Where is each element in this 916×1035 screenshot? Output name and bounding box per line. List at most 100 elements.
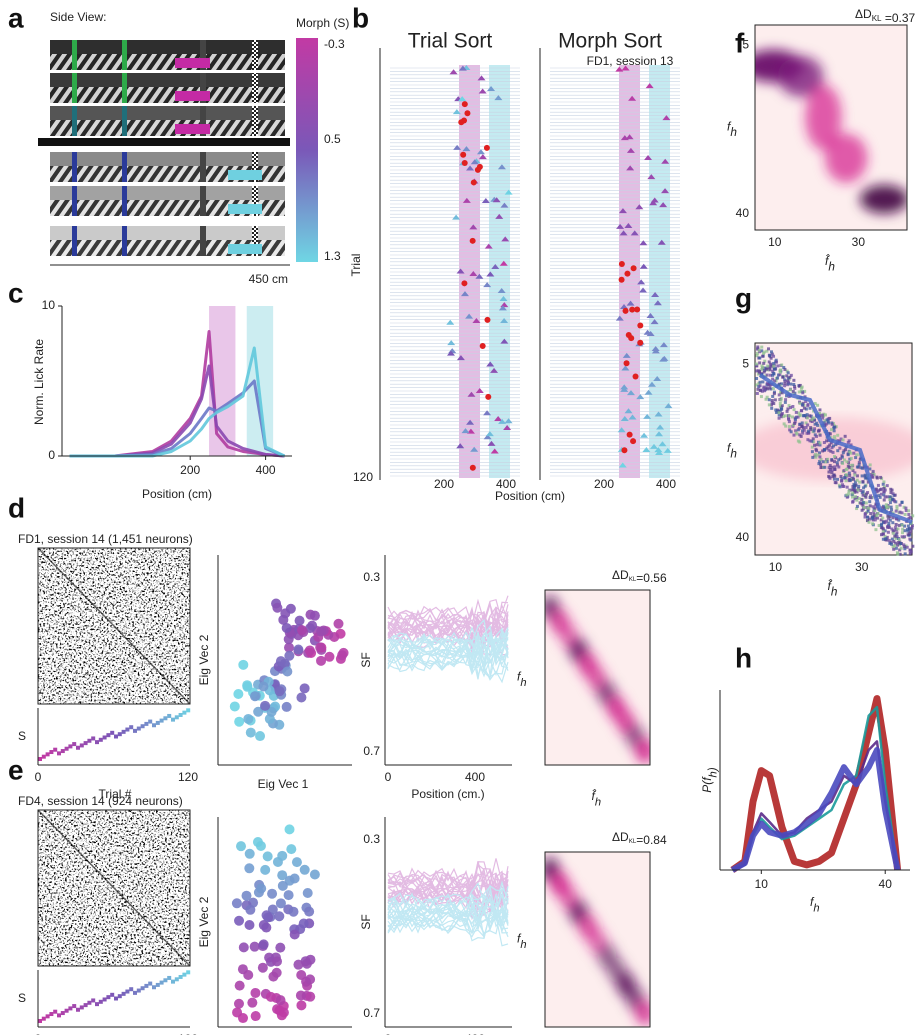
subscript: h — [730, 126, 737, 139]
embedding-point — [247, 997, 258, 1008]
lick-bump — [470, 159, 479, 165]
decode-point — [772, 354, 776, 358]
decode-point — [859, 466, 863, 470]
decode-point — [857, 463, 861, 467]
sf-trace — [387, 873, 509, 909]
decode-point — [802, 428, 806, 432]
lick-bump — [446, 319, 455, 325]
embedding-point — [299, 864, 310, 875]
lick-bump — [615, 66, 624, 72]
decode-point — [826, 445, 830, 449]
decode-point — [841, 438, 845, 442]
embedding-point — [260, 700, 271, 711]
lick-bump — [661, 158, 670, 164]
decode-point — [787, 416, 791, 420]
embedding-point — [305, 974, 316, 985]
reward-dot — [479, 343, 486, 350]
decode-point — [853, 473, 857, 477]
matrix-frame — [37, 809, 191, 967]
morph-step — [133, 990, 137, 995]
track-stripes — [50, 54, 285, 70]
embedding-point — [315, 642, 326, 653]
decode-point — [911, 514, 915, 518]
embedding-point — [256, 883, 267, 894]
decode-point — [806, 429, 810, 433]
decode-point — [855, 474, 859, 478]
panel-letter: g — [735, 282, 752, 313]
decode-point — [849, 456, 853, 460]
decode-point — [801, 391, 805, 395]
embedding-point — [282, 666, 293, 677]
decode-point — [810, 445, 814, 449]
sf-trace — [387, 612, 509, 643]
reward-dot — [460, 151, 467, 158]
subscript: h — [520, 939, 526, 951]
decode-point — [768, 353, 772, 357]
track-marker — [122, 152, 127, 182]
sf-trace — [387, 897, 509, 932]
lick-bump — [651, 345, 660, 351]
decode-point — [772, 392, 776, 396]
sf-trace — [387, 863, 509, 904]
y-tick-label: 0.3 — [363, 832, 380, 846]
decode-point — [840, 477, 844, 481]
decode-point — [761, 380, 765, 384]
lick-bump — [490, 448, 499, 454]
decode-point — [829, 441, 833, 445]
embedding-point — [260, 864, 271, 875]
decode-point — [776, 376, 780, 380]
sf-trace — [387, 872, 509, 913]
decode-point — [845, 485, 849, 489]
reward-dot — [461, 101, 468, 108]
decode-point — [881, 516, 885, 520]
reward-dot — [483, 144, 490, 151]
decode-point — [766, 383, 770, 387]
embedding-point — [337, 650, 348, 661]
morph-step — [45, 752, 50, 757]
decode-point — [879, 514, 883, 518]
decode-point — [782, 422, 786, 426]
decode-point — [755, 383, 759, 387]
morph-step — [95, 1002, 99, 1007]
reward-dot — [458, 119, 465, 126]
decode-point — [827, 474, 831, 478]
morph-step — [110, 730, 115, 735]
decode-point — [760, 349, 764, 353]
sf-traces — [387, 858, 509, 947]
morph-step — [121, 991, 126, 996]
morph-step — [140, 986, 145, 991]
morph-step — [114, 996, 118, 1001]
decode-point — [755, 351, 759, 355]
reward-dot — [624, 270, 631, 277]
decode-point — [829, 449, 833, 453]
decode-point — [890, 508, 894, 512]
text-part: ΔD — [855, 7, 872, 21]
decode-point — [798, 422, 802, 426]
decode-point — [893, 544, 897, 548]
decode-point — [862, 486, 866, 490]
lick-bump — [637, 279, 646, 285]
legend-title: Morph (S) — [296, 16, 349, 30]
decode-point — [770, 406, 774, 410]
morph-step — [45, 1014, 50, 1019]
decode-point — [894, 541, 898, 545]
sf-trace — [387, 895, 509, 920]
lick-bump — [658, 441, 667, 447]
decode-point — [816, 403, 820, 407]
panel-letter: a — [8, 2, 24, 33]
decode-point — [814, 434, 818, 438]
decode-point — [791, 404, 795, 408]
decode-point — [888, 498, 892, 502]
morph-step — [155, 720, 160, 725]
decode-point — [863, 515, 867, 519]
lick-bump — [500, 338, 509, 344]
text-part: f — [727, 120, 732, 134]
lick-bump — [462, 197, 471, 203]
morph-step — [72, 742, 77, 747]
heatmap-frame — [544, 851, 651, 1028]
subscript: KL — [629, 576, 637, 583]
decode-point — [874, 528, 878, 532]
track-marker — [72, 226, 77, 256]
decode-point — [875, 475, 879, 479]
morph-step — [79, 1005, 84, 1010]
